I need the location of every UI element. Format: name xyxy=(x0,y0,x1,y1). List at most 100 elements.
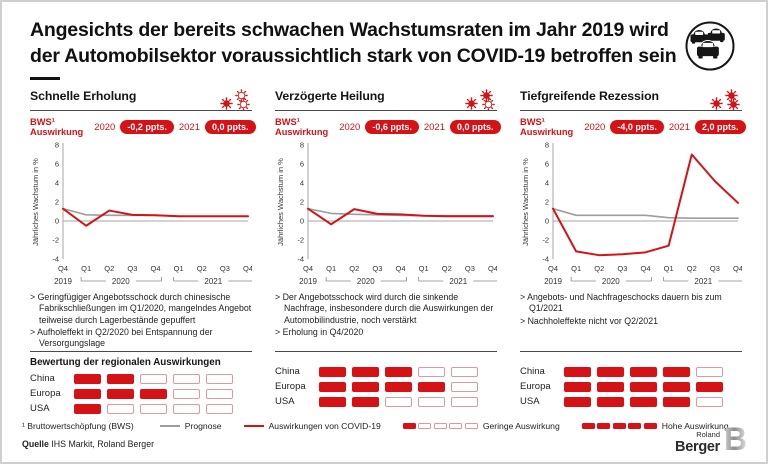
segment-empty xyxy=(696,396,723,407)
region-row-usa: USA xyxy=(275,396,497,407)
bullet: > Aufholeffekt in Q2/2020 bei Entspannun… xyxy=(30,326,213,348)
bullet-list: > Angebots- und Nachfrageschocks dauern … xyxy=(520,292,742,348)
region-row-europa: Europa xyxy=(520,381,742,392)
prognose-line-swatch xyxy=(159,425,180,427)
svg-text:Jährliches Wachstum in %: Jährliches Wachstum in % xyxy=(276,158,285,246)
svg-text:B: B xyxy=(724,422,746,454)
svg-text:Q4: Q4 xyxy=(488,264,497,273)
svg-text:-2: -2 xyxy=(542,236,549,245)
divider xyxy=(30,110,252,111)
impact-segments xyxy=(74,403,233,414)
segment-filled xyxy=(612,422,626,430)
impact-segments xyxy=(319,381,478,392)
page-title-line1: Angesichts der bereits schwachen Wachstu… xyxy=(30,19,669,41)
scenario-columns: Schnelle Erholung BWS¹ Auswirkung 2020 -0… xyxy=(30,89,746,418)
segment-filled xyxy=(385,381,412,392)
bullet: > Nachholeffekte nicht vor Q2/2021 xyxy=(520,315,658,326)
segment-empty xyxy=(451,396,478,407)
segment-filled xyxy=(630,381,657,392)
segment-filled xyxy=(564,366,591,377)
segment-empty xyxy=(418,366,445,377)
virus-icon xyxy=(480,89,493,102)
svg-text:2020: 2020 xyxy=(112,277,130,286)
region-row-usa: USA xyxy=(30,403,252,414)
segment-empty xyxy=(451,366,478,377)
region-row-europa: Europa xyxy=(275,381,497,392)
segment-filled xyxy=(643,422,657,430)
virus-icon xyxy=(235,89,248,102)
bws-impact-label: BWS¹ Auswirkung xyxy=(275,117,329,137)
svg-text:Q1: Q1 xyxy=(174,264,184,273)
segment-filled xyxy=(597,366,624,377)
segment-empty xyxy=(206,403,233,414)
segment-empty xyxy=(433,422,447,430)
segment-filled xyxy=(597,422,611,430)
impact-badge-2020: -0,2 ppts. xyxy=(120,120,174,134)
divider xyxy=(30,351,252,352)
segment-empty xyxy=(696,366,723,377)
virus-icon xyxy=(725,89,738,102)
impact-badge-2021: 0,0 ppts. xyxy=(450,120,501,134)
svg-text:0: 0 xyxy=(55,217,59,226)
bws-impact-row: BWS¹ Auswirkung 2020 -0,6 ppts. 2021 0,0 … xyxy=(275,115,501,139)
page-title-line2: der Automobilsektor voraussichtlich star… xyxy=(30,44,677,67)
roland-berger-logo: Roland Berger B xyxy=(675,422,746,454)
legend-low-impact: Geringe Auswirkung xyxy=(402,421,560,431)
svg-text:Q1: Q1 xyxy=(81,264,91,273)
svg-text:6: 6 xyxy=(300,160,304,169)
svg-text:Q1: Q1 xyxy=(571,264,581,273)
virus-icons xyxy=(220,89,252,111)
header: Angesichts der bereits schwachen Wachstu… xyxy=(30,18,738,80)
virus-icon xyxy=(237,98,250,111)
logo-text-roland: Roland xyxy=(696,430,720,439)
divider xyxy=(520,351,742,352)
segment-empty xyxy=(385,396,412,407)
bullet: > Erholung in Q4/2020 xyxy=(275,326,364,337)
regional-impact: China Europa USA xyxy=(275,357,497,407)
svg-text:Q3: Q3 xyxy=(127,264,137,273)
segment-empty xyxy=(140,373,167,384)
segment-empty xyxy=(418,396,445,407)
footnote: ¹ Bruttowertschöpfung (BWS) xyxy=(22,421,134,431)
svg-text:2: 2 xyxy=(300,198,304,207)
virus-icons xyxy=(710,89,742,111)
svg-text:2021: 2021 xyxy=(204,277,222,286)
segment-filled xyxy=(74,388,101,399)
segment-empty xyxy=(173,388,200,399)
impact-badge-2020: -4,0 ppts. xyxy=(610,120,664,134)
segment-filled xyxy=(107,388,134,399)
scenario-panel-tiefgreifende-rezession: Tiefgreifende Rezession BWS¹ Auswirkung 2… xyxy=(520,89,746,418)
virus-icon xyxy=(465,97,478,110)
segment-filled xyxy=(628,422,642,430)
year-label: 2021 xyxy=(178,121,200,133)
impact-badge-2021: 2,0 ppts. xyxy=(695,120,746,134)
segment-filled xyxy=(630,396,657,407)
regional-impact: China Europa USA xyxy=(520,357,742,407)
svg-text:2020: 2020 xyxy=(602,277,620,286)
segment-empty xyxy=(206,373,233,384)
region-row-china: China xyxy=(30,373,252,384)
bullet-list: > Der Angebotsschock wird durch die sink… xyxy=(275,292,497,348)
segment-empty xyxy=(173,373,200,384)
impact-segments xyxy=(564,381,723,392)
segment-filled xyxy=(597,381,624,392)
impact-segments xyxy=(402,422,478,430)
legend-bar: ¹ Bruttowertschöpfung (BWS) Prognose Aus… xyxy=(22,421,751,431)
svg-text:Q4: Q4 xyxy=(150,264,160,273)
scenario-panel-schnelle-erholung: Schnelle Erholung BWS¹ Auswirkung 2020 -0… xyxy=(30,89,256,418)
year-label: 2021 xyxy=(423,121,445,133)
segment-filled xyxy=(352,396,379,407)
svg-text:Q2: Q2 xyxy=(442,264,452,273)
bws-impact-label: BWS¹ Auswirkung xyxy=(520,117,574,137)
segment-filled xyxy=(418,381,445,392)
virus-icon xyxy=(220,97,233,110)
year-label: 2020 xyxy=(584,121,606,133)
svg-text:Q4: Q4 xyxy=(395,264,405,273)
svg-text:0: 0 xyxy=(300,217,304,226)
svg-text:2019: 2019 xyxy=(54,277,72,286)
impact-segments xyxy=(564,366,723,377)
svg-text:Q4: Q4 xyxy=(303,264,313,273)
svg-text:2020: 2020 xyxy=(357,277,375,286)
svg-text:-4: -4 xyxy=(52,255,59,264)
impact-segments xyxy=(581,422,657,430)
